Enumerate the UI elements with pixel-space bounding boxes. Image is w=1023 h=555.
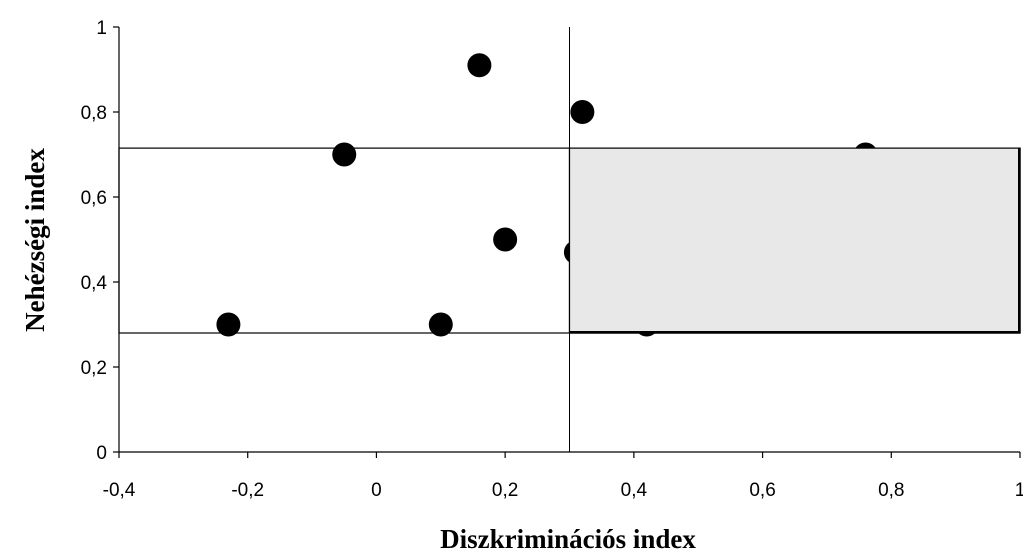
x-tick-label: 0 <box>371 480 382 501</box>
data-point-5 <box>493 227 518 252</box>
y-axis-title: Nehézségi index <box>20 148 50 332</box>
points-layer <box>216 53 1021 337</box>
axes-layer <box>118 27 1020 453</box>
region-shaded-overlay <box>568 147 1021 334</box>
y-tick-label: 0,6 <box>81 188 107 209</box>
data-point-7 <box>570 100 595 124</box>
x-tick-label: -0,2 <box>231 480 264 501</box>
x-tick-label: 0,8 <box>878 480 904 501</box>
x-tick-label: 0,4 <box>621 480 648 501</box>
data-point-2 <box>332 142 357 167</box>
x-tick-label: 1 <box>1015 480 1023 501</box>
data-point-3 <box>428 312 453 337</box>
x-tick-label: 0,6 <box>749 480 775 501</box>
y-tick-label: 1 <box>96 18 107 39</box>
y-tick-label: 0 <box>96 443 107 464</box>
data-point-1 <box>216 312 241 337</box>
y-tick-label: 0,8 <box>81 103 107 124</box>
data-point-4 <box>467 53 492 78</box>
ticks-layer: -0,4 -0,2 0 0,2 0,4 0,6 0,8 1 0 0,2 0,4 0,6 0,8 1 <box>81 18 1023 501</box>
x-tick-label: -0,4 <box>103 480 136 501</box>
y-tick-label: 0,4 <box>81 273 108 294</box>
x-axis-title: Diszkriminációs index <box>440 524 696 554</box>
y-tick-label: 0,2 <box>81 358 107 379</box>
x-tick-label: 0,2 <box>492 480 518 501</box>
